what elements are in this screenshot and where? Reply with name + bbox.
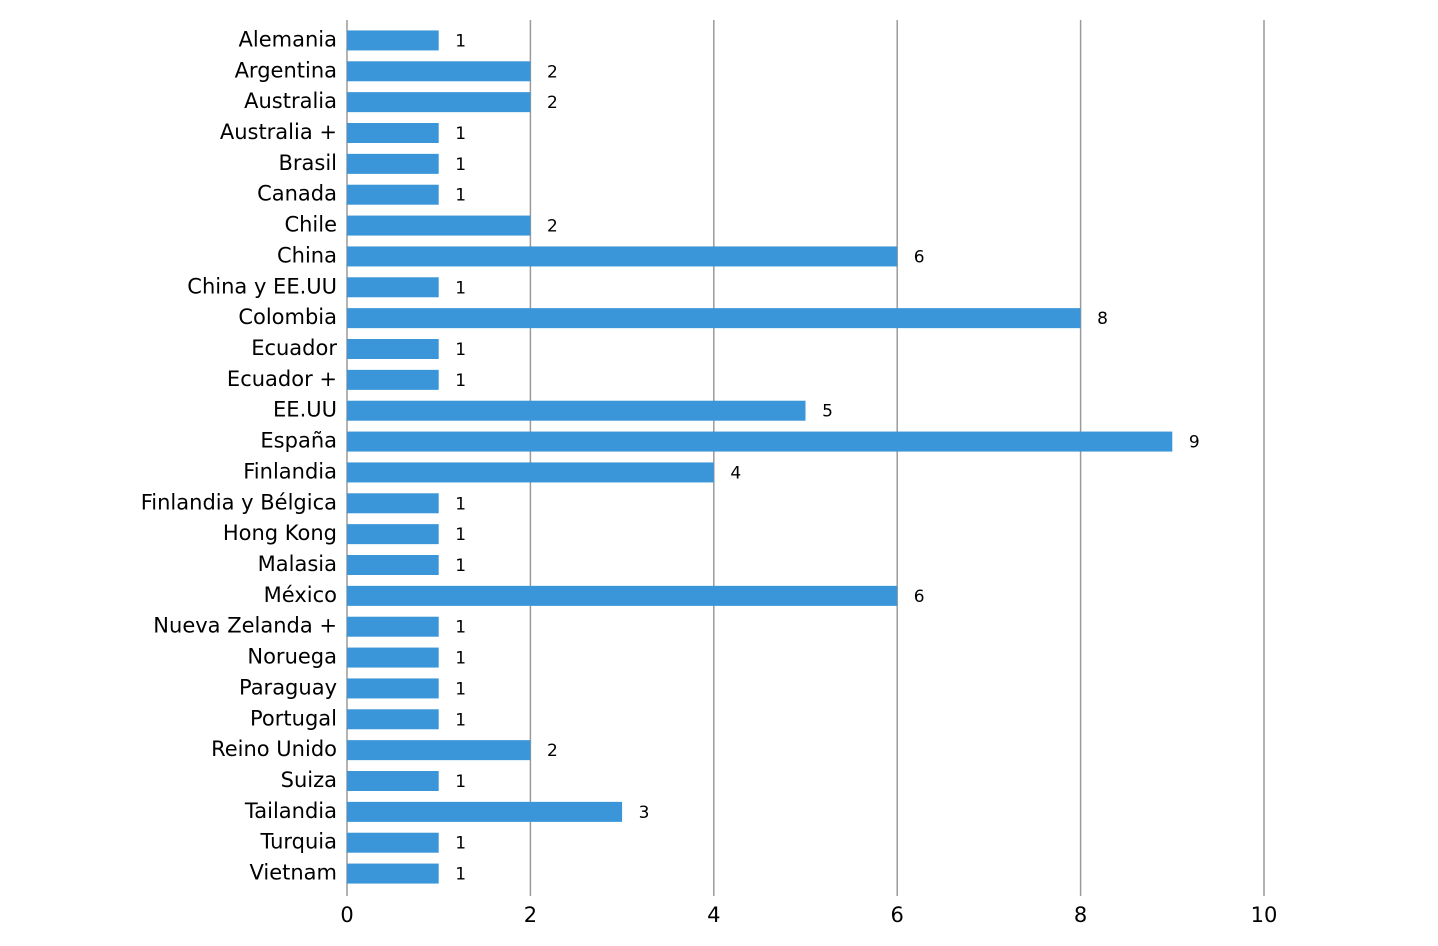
y-tick-label: Noruega	[247, 645, 337, 669]
y-tick-label: Chile	[284, 213, 337, 237]
y-tick-label: Finlandia	[243, 459, 337, 483]
x-tick-label: 10	[1251, 903, 1278, 927]
y-tick-label: Suiza	[281, 768, 337, 792]
y-tick-label: Malasia	[258, 552, 337, 576]
value-label: 4	[730, 463, 741, 483]
y-tick-label: Argentina	[235, 58, 337, 82]
value-label: 9	[1189, 433, 1200, 453]
value-label: 2	[547, 62, 558, 82]
value-label: 1	[455, 186, 466, 206]
x-tick-label: 6	[891, 903, 904, 927]
bar	[347, 369, 439, 390]
value-label: 1	[455, 278, 466, 298]
bar	[347, 92, 531, 113]
value-label: 1	[455, 525, 466, 545]
x-tick-label: 0	[340, 903, 353, 927]
bar	[347, 246, 898, 267]
y-tick-label: China	[277, 243, 337, 267]
bar	[347, 400, 806, 421]
y-tick-label: Australia +	[220, 120, 337, 144]
value-label: 1	[455, 340, 466, 360]
bar	[347, 863, 439, 884]
y-tick-label: Ecuador	[251, 336, 337, 360]
value-label: 5	[822, 402, 833, 422]
bar	[347, 462, 714, 483]
bar	[347, 801, 623, 822]
bar	[347, 339, 439, 359]
y-tick-label: Hong Kong	[223, 521, 337, 545]
x-tick-label: 8	[1074, 903, 1087, 927]
bar	[347, 524, 439, 545]
bar	[347, 616, 439, 637]
y-tick-label: China y EE.UU	[187, 274, 337, 298]
y-tick-label: Alemania	[239, 27, 337, 51]
bar	[347, 709, 439, 730]
bar	[347, 431, 1173, 452]
x-tick-label: 4	[707, 903, 720, 927]
y-tick-label: España	[260, 429, 337, 453]
y-tick-label: Reino Unido	[211, 737, 337, 761]
bar	[347, 555, 439, 575]
value-label: 1	[455, 710, 466, 730]
value-label: 1	[455, 679, 466, 699]
value-label: 6	[914, 587, 925, 607]
value-label: 1	[455, 371, 466, 391]
value-label: 3	[639, 803, 650, 823]
y-tick-label: Canada	[257, 182, 337, 206]
y-tick-label: Nueva Zelanda +	[153, 614, 337, 638]
y-tick-label: Vietnam	[249, 861, 337, 885]
value-label: 1	[455, 618, 466, 638]
bar	[347, 153, 439, 174]
y-tick-label: Colombia	[238, 305, 337, 329]
bar	[347, 771, 439, 791]
bar	[347, 277, 439, 298]
value-label: 2	[547, 93, 558, 113]
bar	[347, 678, 439, 699]
bar	[347, 123, 439, 143]
y-tick-label: Australia	[244, 89, 337, 113]
value-label: 1	[455, 772, 466, 792]
bar	[347, 647, 439, 668]
y-tick-label: Turquia	[259, 830, 337, 854]
bar	[347, 215, 531, 236]
value-label: 1	[455, 556, 466, 576]
value-label: 1	[455, 31, 466, 51]
bar	[347, 740, 531, 761]
y-tick-label: EE.UU	[273, 398, 337, 422]
y-tick-label: Paraguay	[239, 675, 337, 699]
y-tick-label: Finlandia y Bélgica	[141, 490, 337, 514]
value-label: 1	[455, 865, 466, 885]
value-label: 1	[455, 834, 466, 854]
bar	[347, 493, 439, 514]
value-label: 1	[455, 494, 466, 514]
value-label: 6	[914, 247, 925, 267]
y-tick-label: Portugal	[250, 706, 337, 730]
value-label: 2	[547, 741, 558, 761]
bar	[347, 308, 1081, 329]
y-tick-label: Ecuador +	[227, 367, 337, 391]
y-tick-label: Tailandia	[244, 799, 337, 823]
bar	[347, 585, 898, 606]
value-label: 2	[547, 217, 558, 237]
y-tick-label: México	[264, 583, 337, 607]
bar	[347, 61, 531, 82]
bar	[347, 30, 439, 51]
value-label: 1	[455, 155, 466, 175]
value-label: 1	[455, 124, 466, 144]
value-label: 8	[1097, 309, 1108, 329]
y-tick-label: Brasil	[278, 151, 337, 175]
value-label: 1	[455, 649, 466, 669]
bar	[347, 832, 439, 853]
bar	[347, 184, 439, 205]
x-tick-label: 2	[524, 903, 537, 927]
